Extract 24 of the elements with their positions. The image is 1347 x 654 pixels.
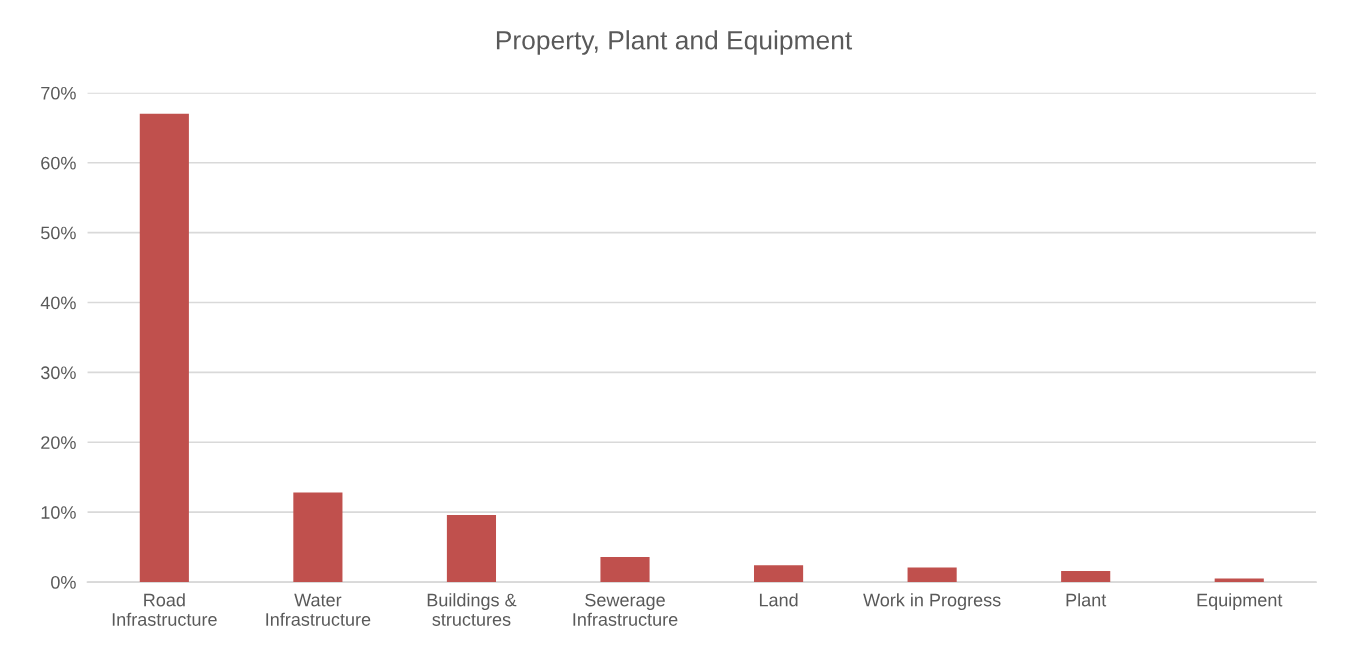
bar xyxy=(754,565,804,583)
bar xyxy=(293,492,343,583)
y-tick-label: 20% xyxy=(41,436,76,450)
x-tick-label: Water Infrastructure xyxy=(266,593,371,626)
y-tick-label: 30% xyxy=(41,366,76,380)
bar xyxy=(446,514,497,583)
y-tick-label: 50% xyxy=(41,226,76,240)
y-tick-label: 40% xyxy=(40,296,76,310)
bar xyxy=(600,556,650,583)
chart-title: Property, Plant and Equipment xyxy=(496,30,853,55)
bar xyxy=(1061,570,1111,583)
bar xyxy=(907,567,957,583)
y-tick-label: 60% xyxy=(41,156,76,170)
x-tick-label: Plant xyxy=(1066,593,1107,607)
y-tick-label: 70% xyxy=(41,86,76,100)
x-tick-label: Equipment xyxy=(1197,593,1283,610)
x-tick-label: Work in Progress xyxy=(863,593,1001,610)
bar xyxy=(139,113,189,583)
x-tick-label: Sewerage Infrastructure xyxy=(573,593,678,626)
x-tick-label: Land xyxy=(759,593,798,607)
x-tick-label: Road Infrastructure xyxy=(112,593,217,626)
x-tick-label: Buildings & structures xyxy=(427,593,517,626)
y-tick-label: 0% xyxy=(51,575,76,589)
y-tick-label: 10% xyxy=(41,506,76,519)
